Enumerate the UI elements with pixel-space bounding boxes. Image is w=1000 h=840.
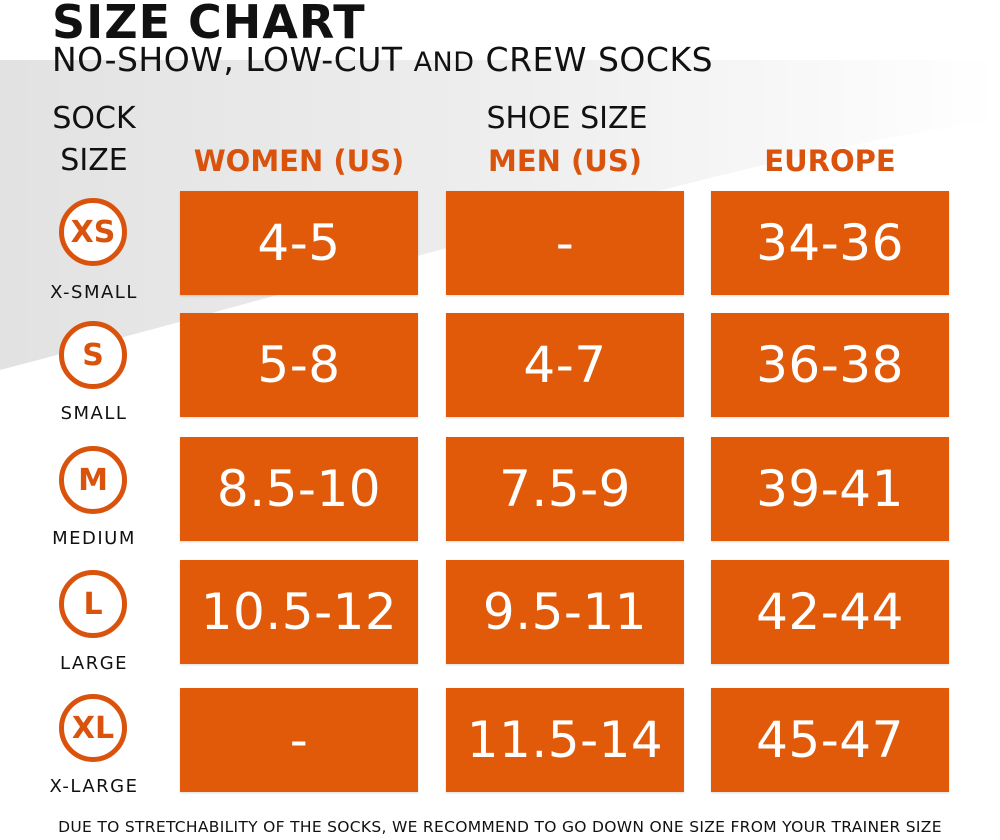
cell-l-men: 9.5-11 [446,560,684,664]
cell-l-europe: 42-44 [711,560,949,664]
cell-s-men: 4-7 [446,313,684,417]
size-badge-xl: XL [59,694,127,762]
size-badge-xs: XS [59,198,127,266]
cell-xl-women: - [180,688,418,792]
size-name-xs: X-SMALL [50,282,138,303]
size-badge-l: L [59,570,127,638]
cell-s-women: 5-8 [180,313,418,417]
cell-l-women: 10.5-12 [180,560,418,664]
size-badge-s: S [59,321,127,389]
cell-m-women: 8.5-10 [180,437,418,541]
size-name-l: LARGE [59,653,129,674]
cell-xl-europe: 45-47 [711,688,949,792]
cell-m-europe: 39-41 [711,437,949,541]
size-name-xl: X-LARGE [49,776,139,797]
sock-size-label: SOCK SIZE [30,98,158,182]
subtitle-part-2: CREW SOCKS [485,40,714,79]
column-header-europe: EUROPE [764,144,896,178]
size-name-s: SMALL [60,403,128,424]
subtitle-part-1: NO-SHOW, LOW-CUT [52,40,403,79]
cell-xl-men: 11.5-14 [446,688,684,792]
page-subtitle: NO-SHOW, LOW-CUT AND CREW SOCKS [52,42,713,81]
cell-xs-women: 4-5 [180,191,418,295]
page-title: SIZE CHART [52,0,366,49]
cell-xs-europe: 34-36 [711,191,949,295]
column-header-men: MEN (US) [488,144,642,178]
cell-m-men: 7.5-9 [446,437,684,541]
cell-xs-men: - [446,191,684,295]
sock-size-line-2: SIZE [60,143,128,178]
subtitle-and: AND [413,47,475,78]
footer-note: DUE TO STRETCHABILITY OF THE SOCKS, WE R… [58,818,942,836]
cell-s-europe: 36-38 [711,313,949,417]
sock-size-line-1: SOCK [52,101,136,136]
size-badge-m: M [59,446,127,514]
column-header-women: WOMEN (US) [193,144,405,178]
size-name-m: MEDIUM [52,528,136,549]
shoe-size-label: SHOE SIZE [486,101,648,136]
